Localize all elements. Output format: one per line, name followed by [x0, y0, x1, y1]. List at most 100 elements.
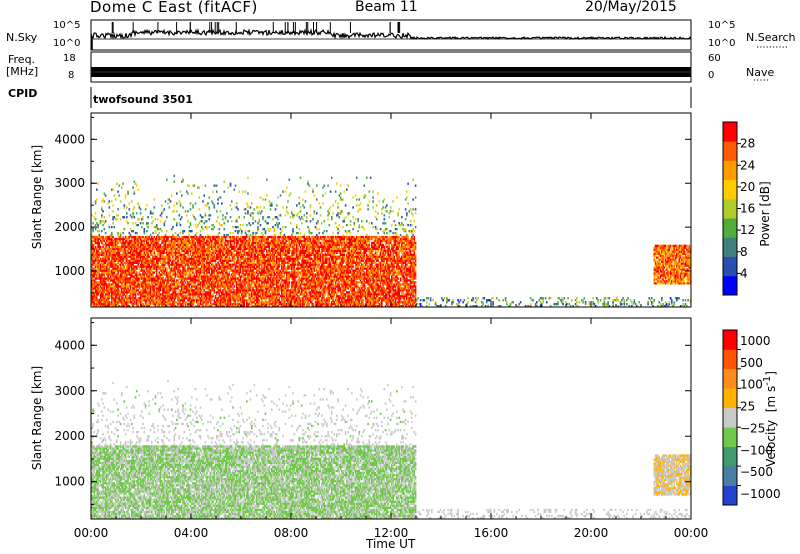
power-data-cell	[222, 238, 224, 240]
power-data-cell	[104, 273, 106, 275]
power-data-cell	[172, 260, 174, 262]
power-data-cell	[139, 268, 141, 270]
power-data-cell	[249, 281, 251, 283]
power-data-cell	[92, 258, 94, 260]
power-data-cell	[264, 273, 266, 275]
power-data-cell	[289, 283, 291, 285]
power-data-cell	[157, 244, 159, 246]
power-data-cell	[166, 268, 168, 270]
power-data-cell	[185, 242, 187, 244]
power-data-cell	[177, 260, 179, 262]
power-data-cell	[245, 283, 247, 285]
power-data-cell	[205, 266, 207, 268]
power-data-cell	[157, 299, 159, 301]
power-data-cell	[285, 266, 287, 268]
power-data-cell	[185, 252, 187, 254]
power-data-cell	[141, 273, 143, 275]
power-data-cell	[172, 236, 174, 238]
power-data-cell	[262, 236, 264, 238]
power-data-cell	[259, 299, 261, 301]
power-data-cell	[241, 252, 243, 254]
power-data-cell	[222, 236, 224, 238]
power-data-cell	[171, 266, 173, 268]
power-data-cell	[152, 283, 154, 285]
power-data-cell	[285, 260, 287, 262]
power-data-cell	[141, 275, 143, 277]
power-data-cell	[222, 289, 224, 291]
power-data-cell	[205, 281, 207, 283]
power-data-cell	[234, 260, 236, 262]
power-data-cell	[169, 291, 171, 293]
power-data-cell	[204, 260, 206, 262]
power-data-cell	[222, 250, 224, 252]
power-data-cell	[177, 258, 179, 260]
power-data-cell	[220, 289, 222, 291]
power-data-cell	[141, 291, 143, 293]
power-data-cell	[205, 262, 207, 264]
power-data-cell	[262, 262, 264, 264]
power-data-cell	[185, 297, 187, 299]
power-data-cell	[157, 293, 159, 295]
power-data-cell	[157, 268, 159, 270]
power-data-cell	[291, 244, 293, 246]
power-data-cell	[169, 281, 171, 283]
power-data-cell	[172, 244, 174, 246]
power-data-cell	[264, 268, 266, 270]
power-data-cell	[262, 301, 264, 303]
power-data-cell	[172, 297, 174, 299]
power-data-cell	[216, 293, 218, 295]
power-data-cell	[157, 254, 159, 256]
power-data-cell	[277, 281, 279, 283]
power-data-cell	[202, 291, 204, 293]
power-data-cell	[172, 287, 174, 289]
power-data-cell	[121, 283, 123, 285]
power-data-cell	[257, 297, 259, 299]
power-data-cell	[267, 238, 269, 240]
power-data-cell	[127, 250, 129, 252]
power-data-cell	[172, 242, 174, 244]
power-data-cell	[210, 250, 212, 252]
power-data-cell	[175, 297, 177, 299]
power-data-cell	[136, 291, 138, 293]
power-data-cell	[136, 271, 138, 273]
power-data-cell	[146, 281, 148, 283]
power-data-cell	[151, 252, 153, 254]
power-data-cell	[247, 240, 249, 242]
power-data-cell	[141, 277, 143, 279]
power-data-cell	[251, 283, 253, 285]
power-data-cell	[212, 264, 214, 266]
power-data-cell	[187, 252, 189, 254]
power-data-cell	[159, 291, 161, 293]
power-data-cell	[235, 258, 237, 260]
power-data-cell	[254, 260, 256, 262]
power-data-cell	[247, 303, 249, 305]
power-data-cell	[129, 268, 131, 270]
power-data-cell	[154, 260, 156, 262]
power-data-cell	[190, 297, 192, 299]
power-data-cell	[261, 299, 263, 301]
power-data-cell	[247, 254, 249, 256]
power-data-cell	[170, 273, 172, 275]
power-data-cell	[232, 252, 234, 254]
power-data-cell	[257, 273, 259, 275]
power-data-cell	[226, 270, 228, 272]
power-data-cell	[222, 254, 224, 256]
power-data-cell	[257, 275, 259, 277]
power-data-cell	[231, 244, 233, 246]
power-data-cell	[271, 273, 273, 275]
power-data-cell	[172, 273, 174, 275]
power-data-cell	[96, 275, 98, 277]
power-data-cell	[116, 275, 118, 277]
power-data-cell	[200, 291, 202, 293]
power-data-cell	[256, 268, 258, 270]
power-data-cell	[154, 250, 156, 252]
power-data-cell	[247, 289, 249, 291]
power-data-cell	[234, 236, 236, 238]
power-data-cell	[274, 266, 276, 268]
power-data-cell	[101, 275, 103, 277]
power-data-cell	[205, 275, 207, 277]
power-data-cell	[255, 250, 257, 252]
power-data-cell	[156, 297, 158, 299]
power-data-cell	[131, 238, 133, 240]
power-data-cell	[141, 260, 143, 262]
